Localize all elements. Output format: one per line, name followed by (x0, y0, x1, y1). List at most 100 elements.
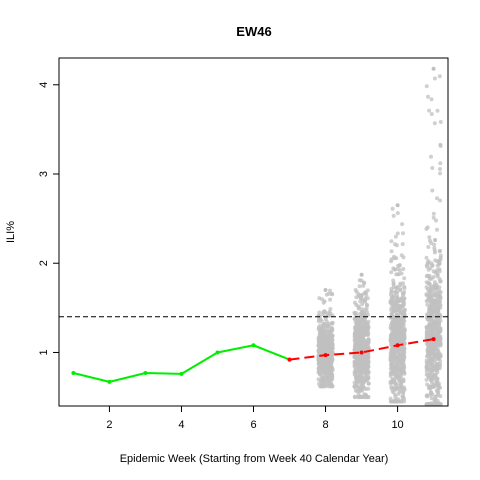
forecast-point (392, 318, 397, 323)
forecast-point (354, 330, 359, 335)
forecast-point (328, 334, 333, 339)
series-point-forecast-median (323, 353, 328, 358)
forecast-point (437, 353, 442, 358)
forecast-point (321, 380, 326, 385)
forecast-point (330, 374, 335, 379)
forecast-point (321, 325, 326, 329)
forecast-point (394, 366, 399, 371)
forecast-point (402, 284, 407, 289)
forecast-point (438, 171, 443, 176)
forecast-point (427, 108, 432, 113)
forecast-point (435, 196, 439, 201)
forecast-point (438, 255, 443, 260)
forecast-point (401, 281, 405, 286)
forecast-point (353, 288, 358, 292)
forecast-point (324, 345, 329, 350)
y-tick-label: 3 (38, 171, 50, 177)
forecast-point (391, 285, 396, 290)
forecast-point (391, 213, 396, 218)
forecast-point (394, 256, 399, 261)
forecast-point (427, 277, 432, 281)
forecast-point (360, 384, 364, 389)
forecast-point (435, 332, 440, 337)
forecast-point (425, 382, 430, 387)
forecast-point (435, 342, 440, 347)
forecast-point (438, 300, 442, 305)
forecast-point (429, 97, 434, 102)
forecast-point (353, 340, 358, 345)
forecast-point (438, 303, 443, 308)
forecast-point (431, 402, 436, 407)
forecast-point (424, 360, 429, 365)
forecast-point (434, 402, 439, 407)
forecast-point (438, 120, 443, 124)
forecast-point (360, 361, 365, 366)
forecast-point (395, 362, 400, 367)
forecast-point (317, 372, 322, 377)
x-tick-label: 8 (322, 419, 328, 431)
forecast-point (427, 318, 432, 323)
forecast-point (401, 386, 406, 391)
forecast-point (389, 270, 394, 275)
forecast-point (394, 304, 399, 309)
forecast-point (322, 309, 327, 314)
forecast-point (425, 260, 430, 265)
forecast-point (326, 329, 331, 334)
forecast-point (360, 302, 365, 307)
forecast-point (365, 377, 370, 382)
forecast-point (358, 365, 363, 370)
forecast-point (424, 255, 429, 260)
forecast-point (399, 253, 404, 258)
forecast-point (398, 326, 403, 331)
forecast-point (401, 293, 405, 297)
forecast-point (434, 320, 439, 325)
series-point-observed (251, 343, 256, 348)
forecast-point (357, 305, 362, 310)
forecast-point (426, 366, 431, 371)
forecast-point (355, 380, 360, 385)
forecast-point (438, 161, 443, 166)
forecast-point (317, 328, 322, 333)
forecast-point (366, 337, 371, 342)
forecast-point (389, 311, 394, 316)
forecast-point (328, 364, 333, 368)
y-tick-label: 2 (38, 260, 50, 266)
forecast-point (330, 357, 335, 362)
forecast-point (435, 272, 440, 277)
forecast-point (432, 242, 437, 247)
forecast-point (438, 296, 443, 301)
forecast-point (326, 379, 331, 384)
forecast-point (437, 293, 442, 297)
forecast-point (322, 340, 327, 344)
forecast-point (394, 243, 399, 248)
series-point-observed (71, 371, 76, 375)
forecast-point (402, 333, 407, 337)
forecast-point (425, 353, 430, 358)
forecast-point (392, 346, 397, 351)
forecast-point (427, 235, 432, 240)
forecast-point (435, 227, 439, 232)
forecast-point (352, 380, 357, 385)
forecast-point (431, 318, 436, 323)
forecast-point (329, 369, 333, 374)
forecast-point (432, 76, 437, 81)
forecast-point (394, 382, 399, 387)
forecast-point (424, 369, 429, 374)
forecast-point (424, 372, 429, 377)
lines-layer (71, 337, 436, 384)
forecast-point (327, 350, 332, 355)
forecast-point (317, 296, 322, 301)
forecast-point-max (431, 66, 436, 71)
forecast-point (390, 349, 395, 354)
forecast-point (395, 331, 400, 336)
forecast-point (400, 222, 405, 227)
forecast-point (396, 335, 401, 340)
forecast-point (433, 360, 438, 365)
forecast-point (359, 312, 364, 317)
forecast-point (397, 389, 402, 394)
forecast-point (426, 335, 431, 339)
forecast-point (326, 324, 331, 329)
forecast-point (390, 362, 395, 367)
forecast-point (394, 386, 399, 391)
